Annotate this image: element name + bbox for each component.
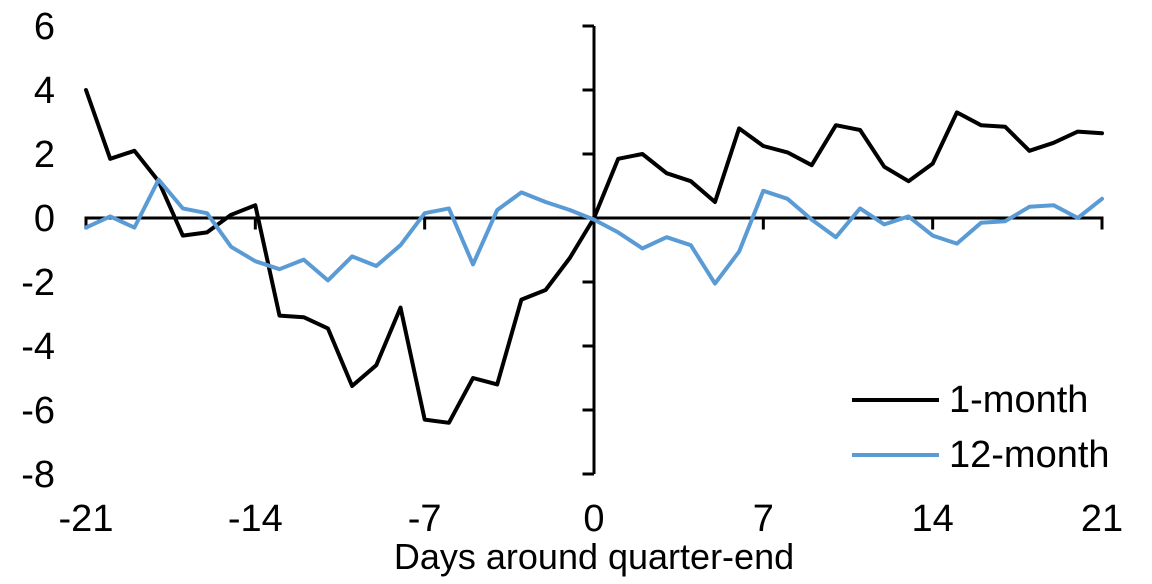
y-axis-tick-label: -2 — [21, 262, 55, 304]
x-axis-title: Days around quarter-end — [393, 536, 795, 577]
legend: 1-month 12-month — [852, 378, 1110, 477]
legend-label-12-month: 12-month — [949, 434, 1110, 476]
legend-line-sample-12-month — [852, 453, 939, 457]
legend-item-12-month: 12-month — [852, 433, 1110, 477]
legend-label-1-month: 1-month — [949, 379, 1089, 421]
x-axis-tick-label: 21 — [1081, 498, 1123, 540]
y-axis-tick-label: -4 — [21, 326, 55, 368]
y-axis-tick-label: -6 — [21, 390, 55, 432]
y-axis-tick-label: 0 — [34, 198, 55, 240]
y-axis-tick-label: 4 — [34, 70, 55, 112]
series-line-12-month — [84, 177, 1104, 286]
x-axis-tick-label: -7 — [408, 498, 442, 540]
x-axis-tick-label: -14 — [228, 498, 283, 540]
legend-item-1-month: 1-month — [852, 378, 1110, 422]
x-axis-tick-label: 14 — [912, 498, 954, 540]
x-axis-tick-label: -21 — [59, 498, 114, 540]
legend-line-sample-1-month — [852, 398, 939, 402]
y-axis-tick-label: 2 — [34, 134, 55, 176]
y-axis-tick-label: -8 — [21, 454, 55, 496]
x-axis-tick-label: 7 — [753, 498, 774, 540]
x-axis-tick-label: 0 — [583, 498, 604, 540]
y-axis-tick-label: 6 — [34, 6, 55, 48]
